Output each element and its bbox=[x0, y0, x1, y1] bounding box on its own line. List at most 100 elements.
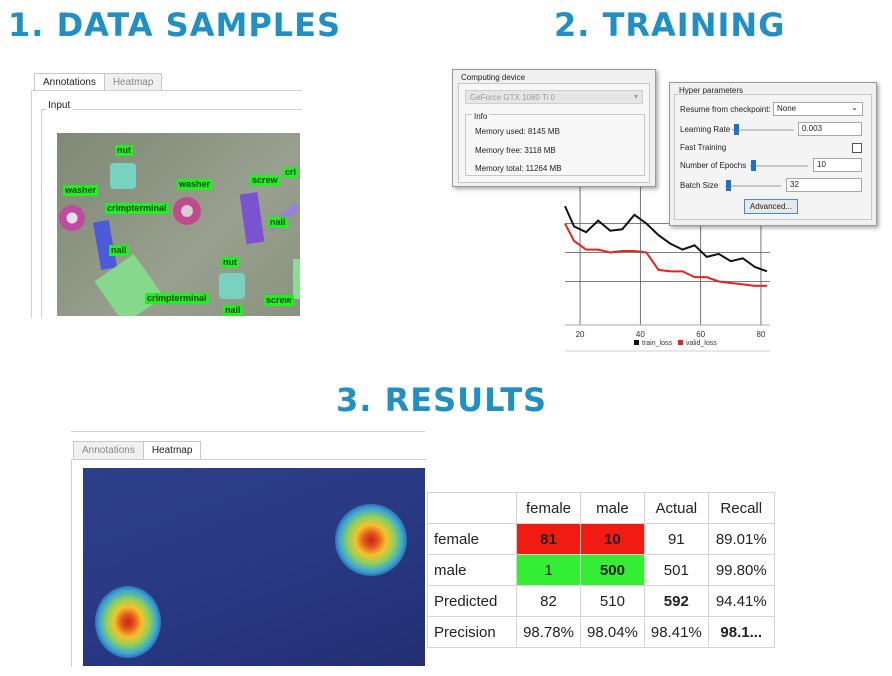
results-tabbar: Annotations Heatmap bbox=[73, 441, 202, 459]
computing-device-title: Computing device bbox=[461, 73, 526, 82]
batch-size-slider[interactable] bbox=[726, 180, 731, 191]
fast-training-checkbox[interactable] bbox=[852, 143, 862, 153]
table-cell: 98.1... bbox=[707, 616, 775, 648]
nut-object bbox=[219, 273, 245, 299]
info-title: Info bbox=[472, 112, 490, 121]
table-row: female male Actual Recall bbox=[427, 492, 775, 524]
heatmap-hotspot bbox=[335, 504, 407, 576]
table-cell: 1 bbox=[516, 554, 581, 586]
table-cell: male bbox=[427, 554, 517, 586]
chart-series-line bbox=[564, 205, 768, 273]
table-cell: 98.41% bbox=[643, 616, 709, 648]
table-cell: Predicted bbox=[427, 585, 517, 617]
results-divider bbox=[71, 431, 425, 432]
table-cell: female bbox=[427, 523, 517, 555]
memory-free: Memory free: 3118 MB bbox=[475, 146, 556, 155]
chart-lines bbox=[564, 205, 768, 287]
annotation-label: crimpterminal bbox=[105, 203, 169, 214]
annotation-label: nut bbox=[221, 257, 239, 268]
annotation-label: nut bbox=[115, 145, 133, 156]
computing-device-window: Computing device GeForce GTX 1080 Ti 0 ▾… bbox=[452, 69, 656, 187]
table-cell: 98.04% bbox=[580, 616, 645, 648]
epochs-label: Number of Epochs bbox=[680, 161, 747, 170]
table-cell: 98.78% bbox=[516, 616, 581, 648]
input-group-label: Input bbox=[46, 100, 73, 111]
table-header-cell bbox=[427, 492, 517, 524]
batch-size-track[interactable] bbox=[725, 185, 781, 187]
washer-object bbox=[59, 205, 85, 231]
table-header-cell: female bbox=[516, 492, 581, 524]
device-select[interactable]: GeForce GTX 1080 Ti 0 ▾ bbox=[465, 90, 643, 104]
chevron-down-icon: ⌄ bbox=[851, 103, 858, 112]
nut-object bbox=[110, 163, 136, 189]
tab-heatmap[interactable]: Heatmap bbox=[142, 441, 202, 459]
learning-rate-track[interactable] bbox=[732, 129, 794, 131]
table-cell: 81 bbox=[516, 523, 581, 555]
hyper-parameters-window: Hyper parameters Resume from checkpoint:… bbox=[669, 82, 877, 226]
table-header-cell: male bbox=[580, 492, 645, 524]
table-cell: 94.41% bbox=[707, 585, 775, 617]
computing-device-group: GeForce GTX 1080 Ti 0 ▾ Info Memory used… bbox=[458, 83, 650, 183]
chart-legend-label: valid_loss bbox=[686, 340, 717, 347]
chart-tick-label: 20 bbox=[576, 330, 585, 339]
memory-used: Memory used: 8145 MB bbox=[475, 127, 560, 136]
annotation-label: washer bbox=[177, 179, 213, 190]
table-cell: 99.80% bbox=[707, 554, 775, 586]
batch-size-label: Batch Size bbox=[680, 181, 719, 190]
epochs-field[interactable]: 10 bbox=[813, 158, 862, 172]
table-cell: 510 bbox=[580, 585, 645, 617]
heatmap-image bbox=[83, 468, 425, 666]
heatmap-hotspot bbox=[95, 586, 161, 658]
chart-series-line bbox=[564, 223, 767, 287]
chart-legend-swatch bbox=[634, 340, 639, 345]
batch-size-field[interactable]: 32 bbox=[786, 178, 862, 192]
chart-tick-label: 40 bbox=[636, 330, 645, 339]
table-row: Predicted 82 510 592 94.41% bbox=[427, 585, 775, 617]
chart-tick-label: 60 bbox=[696, 330, 705, 339]
table-cell: Precision bbox=[427, 616, 517, 648]
table-cell: 500 bbox=[580, 554, 645, 586]
chart-legend: train_loss valid_loss bbox=[565, 340, 770, 352]
learning-rate-label: Learning Rate bbox=[680, 125, 731, 134]
table-cell: 91 bbox=[643, 523, 709, 555]
fast-training-label: Fast Training bbox=[680, 143, 727, 152]
resume-checkpoint-value: None bbox=[777, 104, 797, 113]
table-cell: 89.01% bbox=[707, 523, 775, 555]
tab-heatmap[interactable]: Heatmap bbox=[103, 73, 163, 91]
annotation-label: screw bbox=[250, 175, 280, 186]
annotation-label: screw bbox=[264, 295, 294, 306]
table-header-cell: Recall bbox=[707, 492, 775, 524]
epochs-slider[interactable] bbox=[751, 160, 756, 171]
annotated-photo: nut washer washer crimpterminal screw cr… bbox=[57, 133, 300, 316]
table-header-cell: Actual bbox=[643, 492, 709, 524]
table-cell: 592 bbox=[643, 585, 709, 617]
resume-checkpoint-select[interactable]: None ⌄ bbox=[773, 102, 863, 116]
screw-object bbox=[293, 259, 300, 299]
chart-legend-label: train_loss bbox=[642, 340, 672, 347]
learning-rate-slider[interactable] bbox=[734, 124, 739, 135]
heading-data-samples: 1. DATA SAMPLES bbox=[8, 6, 342, 44]
info-group: Info Memory used: 8145 MB Memory free: 3… bbox=[465, 112, 645, 176]
annotation-label: nail bbox=[268, 217, 288, 228]
device-select-value: GeForce GTX 1080 Ti 0 bbox=[470, 93, 555, 102]
table-cell: 501 bbox=[643, 554, 709, 586]
epochs-track[interactable] bbox=[750, 165, 808, 167]
resume-checkpoint-label: Resume from checkpoint: bbox=[680, 105, 771, 114]
table-cell: 10 bbox=[580, 523, 645, 555]
tab-annotations[interactable]: Annotations bbox=[73, 441, 144, 459]
annotation-label: cri bbox=[283, 167, 299, 178]
chart-tick-label: 80 bbox=[757, 330, 766, 339]
washer-object bbox=[173, 197, 201, 225]
hyper-parameters-title: Hyper parameters bbox=[679, 86, 744, 95]
tab-annotations[interactable]: Annotations bbox=[34, 73, 105, 91]
chevron-down-icon: ▾ bbox=[633, 92, 638, 101]
advanced-button[interactable]: Advanced... bbox=[744, 199, 798, 214]
annotation-label: washer bbox=[63, 185, 99, 196]
memory-total: Memory total: 11264 MB bbox=[475, 164, 562, 173]
annotation-label: crimpterminal bbox=[145, 293, 209, 304]
input-groupbox bbox=[41, 109, 302, 318]
heading-results: 3. RESULTS bbox=[336, 381, 548, 419]
learning-rate-field[interactable]: 0.003 bbox=[798, 122, 862, 136]
table-row: Precision 98.78% 98.04% 98.41% 98.1... bbox=[427, 616, 775, 648]
chart-legend-swatch bbox=[678, 340, 683, 345]
